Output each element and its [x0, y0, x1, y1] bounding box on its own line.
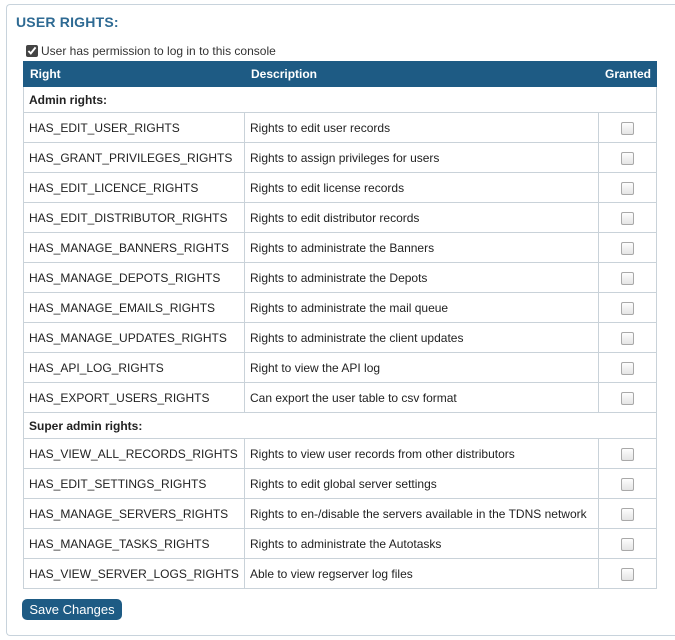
- granted-checkbox[interactable]: [621, 537, 634, 551]
- granted-cell: [598, 232, 657, 263]
- granted-checkbox[interactable]: [621, 271, 634, 285]
- granted-cell: [598, 528, 657, 559]
- rights-table: Right Description Granted Admin rights: H…: [23, 61, 657, 589]
- right-description-cell: Rights to administrate the Banners: [244, 232, 599, 263]
- table-row: HAS_GRANT_PRIVILEGES_RIGHTS Rights to ass…: [23, 142, 657, 173]
- granted-cell: [598, 262, 657, 293]
- table-row: HAS_MANAGE_TASKS_RIGHTS Rights to adminis…: [23, 528, 657, 559]
- right-description-cell: Rights to administrate the Autotasks: [244, 528, 599, 559]
- right-description-cell: Rights to assign privileges for users: [244, 142, 599, 173]
- right-name-cell: HAS_API_LOG_RIGHTS: [23, 352, 245, 383]
- right-description-cell: Able to view regserver log files: [244, 558, 599, 589]
- granted-checkbox[interactable]: [621, 241, 634, 255]
- column-header-right: Right: [23, 61, 245, 87]
- table-row: HAS_MANAGE_BANNERS_RIGHTS Rights to admin…: [23, 232, 657, 263]
- granted-cell: [598, 438, 657, 469]
- granted-checkbox[interactable]: [621, 301, 634, 315]
- right-description-cell: Rights to administrate the Depots: [244, 262, 599, 293]
- column-header-description: Description: [244, 61, 599, 87]
- right-description-cell: Rights to edit global server settings: [244, 468, 599, 499]
- right-description-cell: Rights to edit distributor records: [244, 202, 599, 233]
- right-name-cell: HAS_MANAGE_SERVERS_RIGHTS: [23, 498, 245, 529]
- table-header-row: Right Description Granted: [23, 61, 657, 87]
- save-changes-button[interactable]: Save Changes: [22, 599, 122, 620]
- granted-checkbox[interactable]: [621, 447, 634, 461]
- granted-cell: [598, 468, 657, 499]
- granted-checkbox[interactable]: [621, 361, 634, 375]
- console-permission-row[interactable]: User has permission to log in to this co…: [26, 43, 276, 59]
- right-name-cell: HAS_VIEW_SERVER_LOGS_RIGHTS: [23, 558, 245, 589]
- right-name-cell: HAS_EDIT_USER_RIGHTS: [23, 112, 245, 143]
- granted-cell: [598, 172, 657, 203]
- granted-checkbox[interactable]: [621, 507, 634, 521]
- granted-checkbox[interactable]: [621, 391, 634, 405]
- table-row: HAS_EDIT_USER_RIGHTS Rights to edit user …: [23, 112, 657, 143]
- granted-checkbox[interactable]: [621, 121, 634, 135]
- section-title: USER RIGHTS:: [16, 14, 119, 30]
- rights-table-body: Admin rights: HAS_EDIT_USER_RIGHTS Rights …: [23, 86, 657, 589]
- granted-cell: [598, 142, 657, 173]
- group-header-row: Admin rights:: [23, 86, 657, 113]
- granted-cell: [598, 112, 657, 143]
- granted-cell: [598, 322, 657, 353]
- right-description-cell: Rights to view user records from other d…: [244, 438, 599, 469]
- granted-cell: [598, 498, 657, 529]
- right-name-cell: HAS_EXPORT_USERS_RIGHTS: [23, 382, 245, 413]
- right-description-cell: Rights to edit user records: [244, 112, 599, 143]
- table-row: HAS_VIEW_SERVER_LOGS_RIGHTS Able to view …: [23, 558, 657, 589]
- right-name-cell: HAS_MANAGE_EMAILS_RIGHTS: [23, 292, 245, 323]
- right-description-cell: Rights to en-/disable the servers availa…: [244, 498, 599, 529]
- table-row: HAS_EDIT_SETTINGS_RIGHTS Rights to edit g…: [23, 468, 657, 499]
- granted-cell: [598, 202, 657, 233]
- right-description-cell: Rights to edit license records: [244, 172, 599, 203]
- right-name-cell: HAS_VIEW_ALL_RECORDS_RIGHTS: [23, 438, 245, 469]
- table-row: HAS_EDIT_LICENCE_RIGHTS Rights to edit li…: [23, 172, 657, 203]
- granted-cell: [598, 558, 657, 589]
- right-description-cell: Rights to administrate the mail queue: [244, 292, 599, 323]
- right-name-cell: HAS_MANAGE_DEPOTS_RIGHTS: [23, 262, 245, 293]
- right-description-cell: Can export the user table to csv format: [244, 382, 599, 413]
- granted-checkbox[interactable]: [621, 567, 634, 581]
- table-row: HAS_MANAGE_UPDATES_RIGHTS Rights to admin…: [23, 322, 657, 353]
- table-row: HAS_MANAGE_DEPOTS_RIGHTS Rights to admini…: [23, 262, 657, 293]
- group-label: Super admin rights:: [23, 412, 657, 439]
- group-header-row: Super admin rights:: [23, 412, 657, 439]
- right-description-cell: Rights to administrate the client update…: [244, 322, 599, 353]
- granted-checkbox[interactable]: [621, 181, 634, 195]
- table-row: HAS_MANAGE_EMAILS_RIGHTS Rights to admini…: [23, 292, 657, 323]
- right-name-cell: HAS_MANAGE_TASKS_RIGHTS: [23, 528, 245, 559]
- table-row: HAS_API_LOG_RIGHTS Right to view the API …: [23, 352, 657, 383]
- table-row: HAS_MANAGE_SERVERS_RIGHTS Rights to en-/d…: [23, 498, 657, 529]
- granted-cell: [598, 382, 657, 413]
- right-name-cell: HAS_EDIT_SETTINGS_RIGHTS: [23, 468, 245, 499]
- right-description-cell: Right to view the API log: [244, 352, 599, 383]
- right-name-cell: HAS_EDIT_LICENCE_RIGHTS: [23, 172, 245, 203]
- right-name-cell: HAS_MANAGE_UPDATES_RIGHTS: [23, 322, 245, 353]
- granted-cell: [598, 292, 657, 323]
- granted-checkbox[interactable]: [621, 477, 634, 491]
- right-name-cell: HAS_EDIT_DISTRIBUTOR_RIGHTS: [23, 202, 245, 233]
- console-permission-checkbox[interactable]: [26, 45, 38, 57]
- granted-checkbox[interactable]: [621, 211, 634, 225]
- table-row: HAS_EDIT_DISTRIBUTOR_RIGHTS Rights to edi…: [23, 202, 657, 233]
- right-name-cell: HAS_GRANT_PRIVILEGES_RIGHTS: [23, 142, 245, 173]
- table-row: HAS_EXPORT_USERS_RIGHTS Can export the us…: [23, 382, 657, 413]
- column-header-granted: Granted: [598, 61, 657, 87]
- right-name-cell: HAS_MANAGE_BANNERS_RIGHTS: [23, 232, 245, 263]
- granted-checkbox[interactable]: [621, 331, 634, 345]
- granted-checkbox[interactable]: [621, 151, 634, 165]
- console-permission-label: User has permission to log in to this co…: [41, 44, 276, 58]
- table-row: HAS_VIEW_ALL_RECORDS_RIGHTS Rights to vie…: [23, 438, 657, 469]
- group-label: Admin rights:: [23, 86, 657, 113]
- granted-cell: [598, 352, 657, 383]
